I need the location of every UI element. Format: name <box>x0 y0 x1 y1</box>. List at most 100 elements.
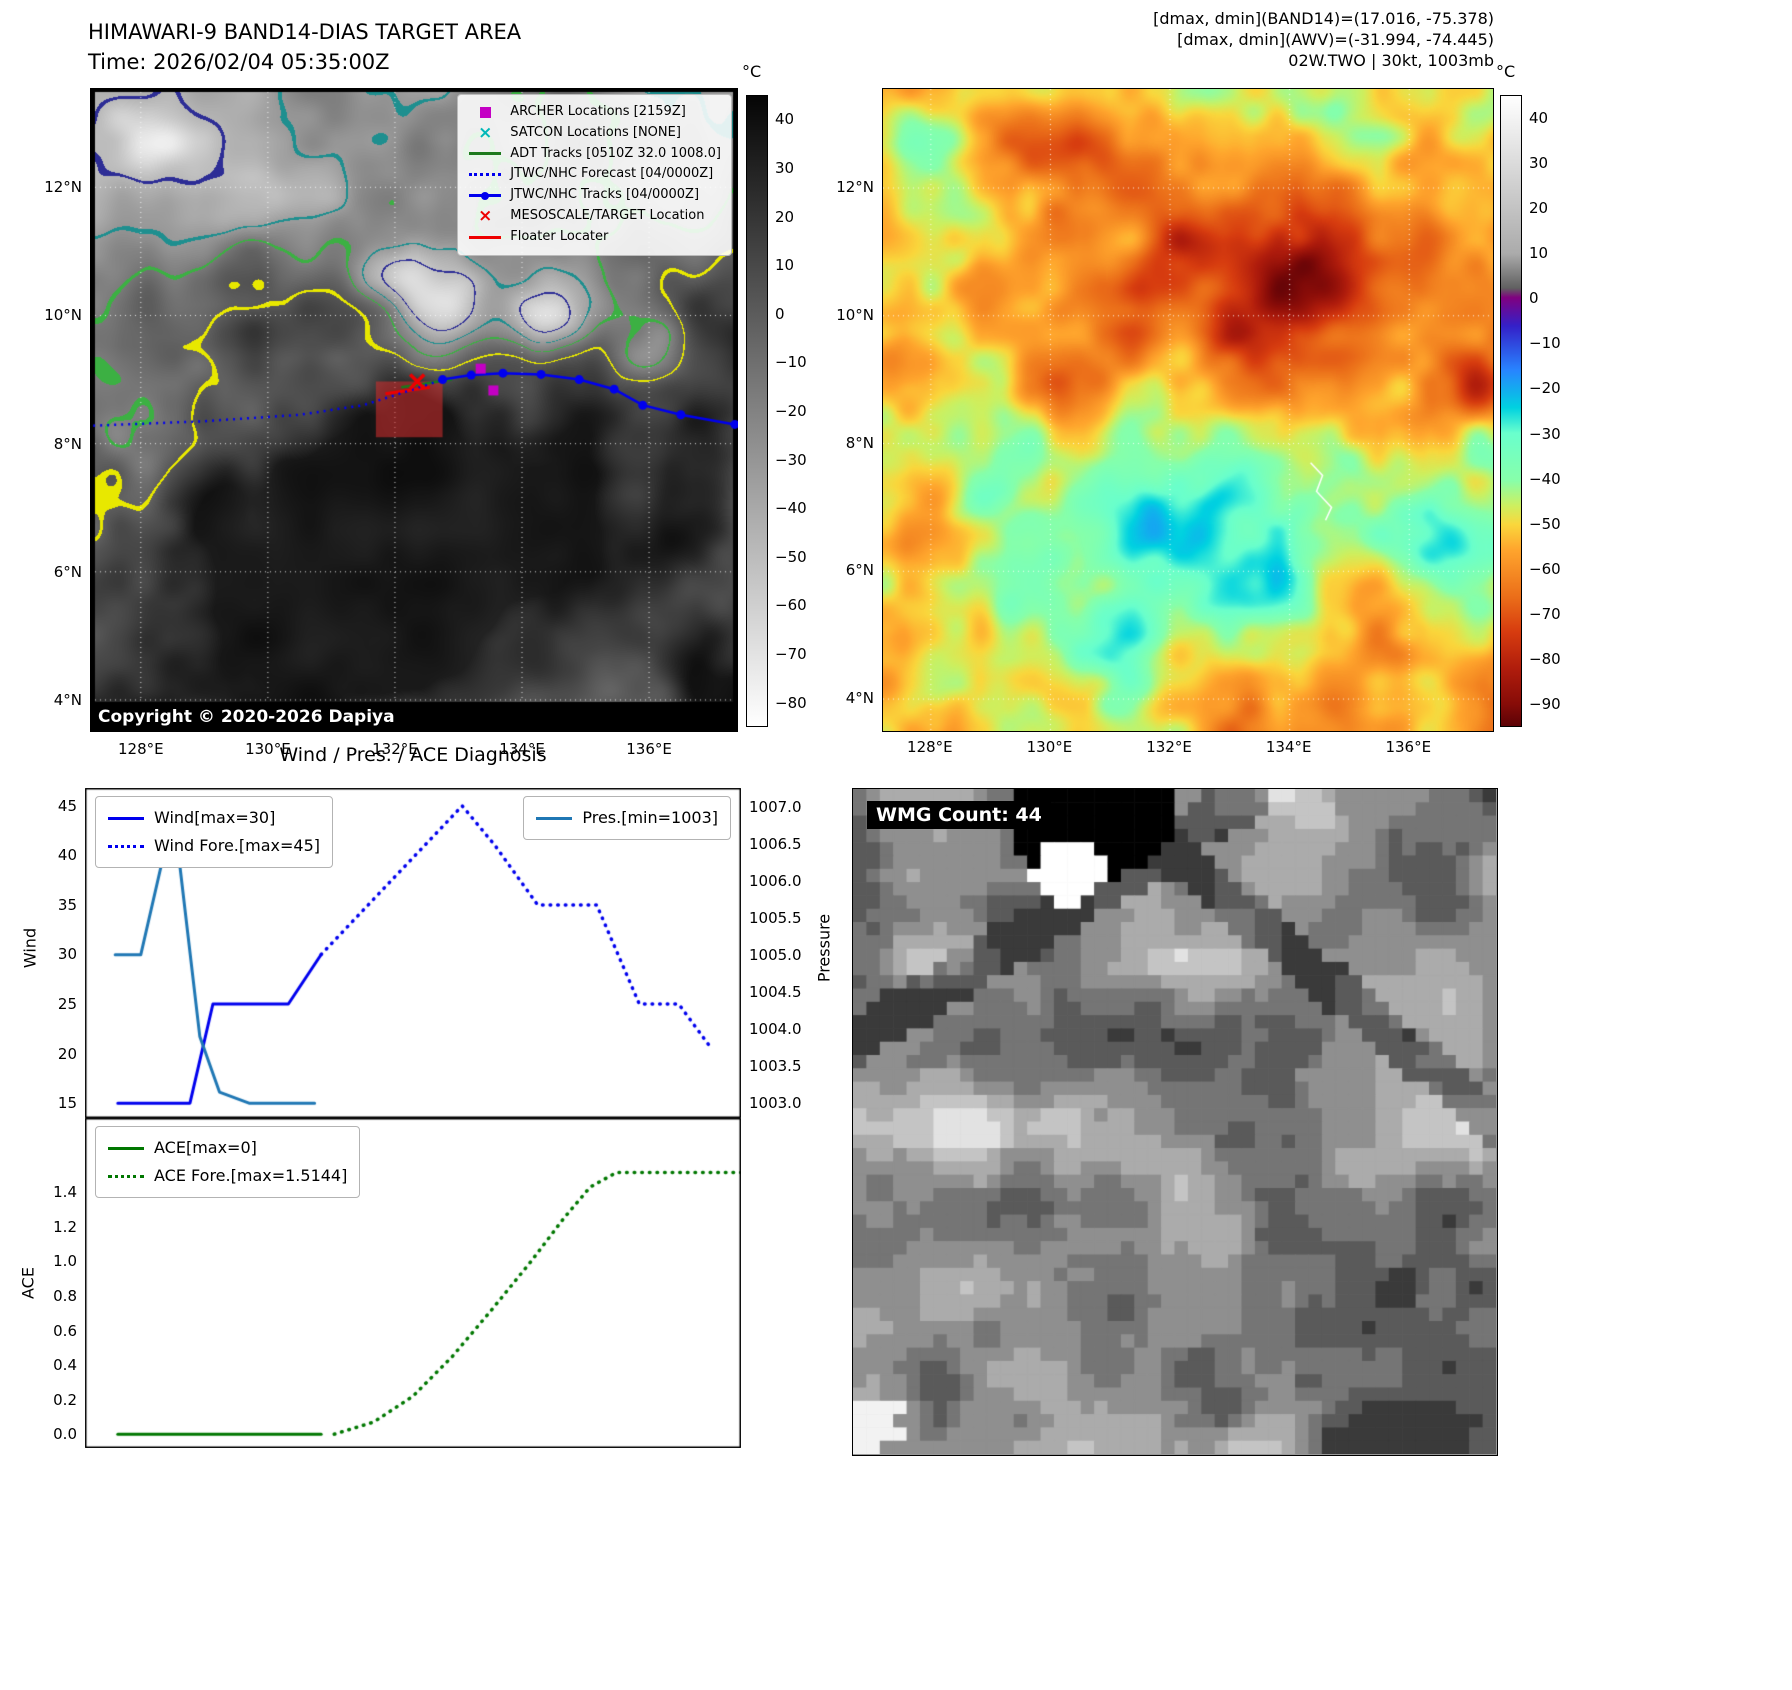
awv-cbtick: −30 <box>1529 424 1561 443</box>
awv-xtick: 132°E <box>1146 738 1192 756</box>
awv-map <box>882 88 1494 732</box>
legend-line-swatch <box>108 1147 144 1150</box>
pressure-ytick: 1003.5 <box>749 1057 802 1076</box>
awv-xtick: 128°E <box>907 738 953 756</box>
wind-ytick: 40 <box>57 846 77 865</box>
legend-entry: Wind[max=30] <box>108 804 320 832</box>
band14-cbtick: 30 <box>775 158 795 177</box>
awv-xtick: 130°E <box>1026 738 1073 756</box>
band14-legend-label: ARCHER Locations [2159Z] <box>510 104 686 119</box>
wmg-image-canvas <box>853 789 1496 1454</box>
awv-cbtick: 40 <box>1529 108 1549 127</box>
wind-ytick: 30 <box>57 945 77 964</box>
legend-entry: ACE Fore.[max=1.5144] <box>108 1162 347 1190</box>
awv-cbtick: −70 <box>1529 605 1561 624</box>
awv-cbtick: 20 <box>1529 198 1549 217</box>
diagnosis-title: Wind / Pres. / ACE Diagnosis <box>279 744 547 766</box>
band14-ytick: 4°N <box>53 690 82 709</box>
band14-cbtick: −50 <box>775 547 807 566</box>
wind-ytick: 45 <box>57 796 77 815</box>
pressure-ytick: 1006.0 <box>749 871 802 890</box>
awv-ytick: 12°N <box>836 178 874 196</box>
band14-cbtick: −80 <box>775 693 807 712</box>
legend-label: ACE[max=0] <box>154 1138 257 1157</box>
ace-ytick: 1.4 <box>53 1183 77 1202</box>
band14-xtick: 128°E <box>118 740 164 758</box>
band14-legend-label: SATCON Locations [NONE] <box>510 124 681 140</box>
band14-legend-label: ADT Tracks [0510Z 32.0 1008.0] <box>510 145 721 161</box>
awv-colorbar <box>1500 95 1522 727</box>
awv-cbtick: −80 <box>1529 650 1561 669</box>
band14-map: ARCHER Locations [2159Z] × SATCON Location… <box>90 88 738 732</box>
band14-ytick: 8°N <box>53 434 82 453</box>
band14-xtick: 130°E <box>245 740 291 758</box>
awv-header: [dmax, dmin](BAND14)=(17.016, -75.378) [… <box>894 8 1494 71</box>
awv-ytick: 10°N <box>836 305 874 324</box>
wind-ytick: 35 <box>57 895 77 914</box>
pressure-ytick: 1004.5 <box>749 982 802 1001</box>
pressure-ytick: 1003.0 <box>749 1094 802 1113</box>
awv-cbtick: 0 <box>1529 289 1539 308</box>
band14-legend-entry: JTWC/NHC Forecast [04/0000Z] <box>468 164 721 185</box>
band14-legend-label: Floater Locater <box>510 228 609 244</box>
awv-ytick: 6°N <box>845 561 874 580</box>
band14-cbtick: −30 <box>775 450 807 469</box>
band14-cbtick: 40 <box>775 110 795 129</box>
pressure-axis-label: Pressure <box>814 913 834 983</box>
band14-legend-entry: JTWC/NHC Tracks [04/0000Z] <box>468 185 721 206</box>
band14-legend-label: JTWC/NHC Tracks [04/0000Z] <box>510 187 700 203</box>
wmg-count-label: WMG Count: 44 <box>867 801 1051 829</box>
band14-title: HIMAWARI-9 BAND14-DIAS TARGET AREA <box>88 20 522 44</box>
awv-cbtick: −50 <box>1529 514 1561 533</box>
wind-ytick: 15 <box>57 1094 77 1113</box>
awv-cbtick: 10 <box>1529 244 1549 262</box>
awv-cbtick: −60 <box>1529 560 1561 578</box>
legend-entry: ACE[max=0] <box>108 1134 347 1162</box>
band14-legend-entry: ARCHER Locations [2159Z] <box>468 102 721 123</box>
band14-legend-entry: × SATCON Locations [NONE] <box>468 123 721 144</box>
ace-legend: ACE[max=0] ACE Fore.[max=1.5144] <box>95 1126 361 1198</box>
band14-cbtick: 20 <box>775 207 795 226</box>
awv-image-canvas <box>883 89 1493 731</box>
wind_pres-legend: Wind[max=30] Wind Fore.[max=45] <box>95 796 333 868</box>
wind_pres-legend: Pres.[min=1003] <box>523 796 731 840</box>
band14-cbtick: −70 <box>775 645 807 664</box>
awv-xtick: 134°E <box>1265 738 1312 756</box>
band14-legend-entry: Floater Locater <box>468 227 721 248</box>
awv-colorbar-unit: °C <box>1496 62 1516 81</box>
legend-label: Wind[max=30] <box>154 808 276 827</box>
band14-ytick: 6°N <box>53 562 82 581</box>
legend-line-swatch <box>536 817 573 820</box>
legend-label: Wind Fore.[max=45] <box>154 836 320 855</box>
band14-cbtick: −40 <box>775 499 807 518</box>
legend-line-swatch <box>108 817 144 820</box>
ace-ytick: 0.8 <box>53 1286 77 1305</box>
wind-ytick: 20 <box>57 1044 77 1063</box>
awv-ytick: 4°N <box>845 689 874 708</box>
ace-ytick: 0.6 <box>53 1321 77 1340</box>
line-marker-icon <box>468 229 502 245</box>
band14-time-label: Time: 2026/02/04 05:35:00Z <box>88 50 390 74</box>
band14-cbtick: 10 <box>775 256 795 275</box>
wind-ytick: 25 <box>57 995 77 1014</box>
pressure-ytick: 1006.5 <box>749 834 802 853</box>
dotted-marker-icon <box>468 167 502 183</box>
ace-ytick: 0.4 <box>53 1356 77 1375</box>
line-marker-icon <box>468 146 502 162</box>
wmg-panel: WMG Count: 44 <box>852 788 1498 1456</box>
band14-colorbar-unit: °C <box>742 62 762 81</box>
band14-legend: ARCHER Locations [2159Z] × SATCON Location… <box>457 94 732 256</box>
pressure-ytick: 1005.5 <box>749 908 802 927</box>
legend-line-swatch <box>108 845 144 848</box>
awv-cbtick: −40 <box>1529 469 1561 488</box>
pressure-ytick: 1007.0 <box>749 797 802 816</box>
ace-axis-label: ACE <box>18 1267 38 1299</box>
awv-ytick: 8°N <box>845 433 874 452</box>
legend-entry: Pres.[min=1003] <box>536 804 718 832</box>
pressure-ytick: 1005.0 <box>749 945 802 964</box>
band14-xtick: 132°E <box>372 740 418 758</box>
legend-line-swatch <box>108 1175 144 1178</box>
awv-cbtick: −20 <box>1529 379 1561 398</box>
band14-legend-entry: ADT Tracks [0510Z 32.0 1008.0] <box>468 144 721 165</box>
